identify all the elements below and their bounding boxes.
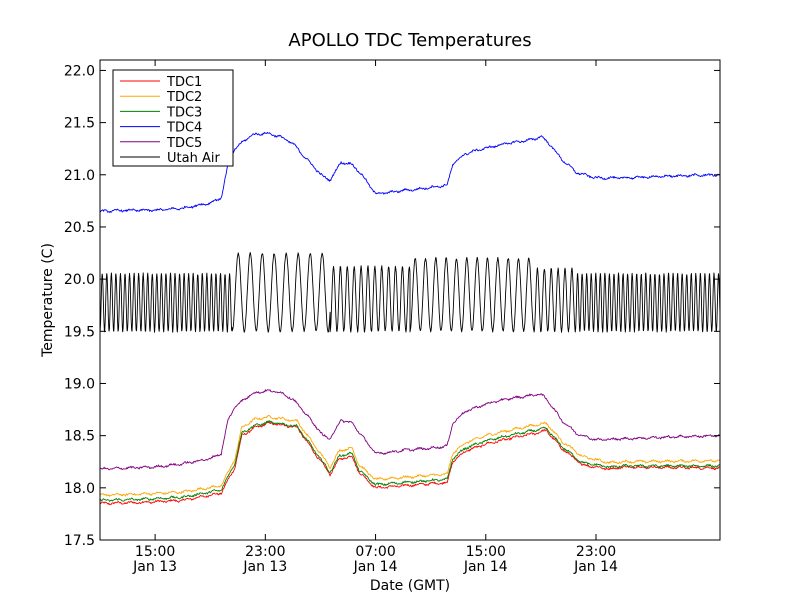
x-tick-label-time: 15:00 <box>466 544 506 560</box>
y-tick-label: 20.5 <box>64 220 95 236</box>
legend-label: Utah Air <box>167 151 220 166</box>
chart-title: APOLLO TDC Temperatures <box>288 30 531 51</box>
x-tick-label-date: Jan 14 <box>353 559 398 575</box>
y-tick-label: 17.5 <box>64 533 95 549</box>
y-tick-label: 21.5 <box>64 116 95 132</box>
y-tick-label: 21.0 <box>64 168 95 184</box>
legend-label: TDC4 <box>166 121 202 136</box>
x-tick-label-time: 15:00 <box>135 544 175 560</box>
y-axis-label: Temperature (C) <box>40 243 56 358</box>
x-tick-label-time: 23:00 <box>245 544 285 560</box>
y-tick-label: 19.0 <box>64 376 95 392</box>
series-layer <box>99 131 721 505</box>
series-line-tdc1 <box>99 421 721 505</box>
legend-label: TDC3 <box>166 105 202 120</box>
x-tick-label-time: 07:00 <box>355 544 395 560</box>
series-line-tdc5 <box>99 389 721 471</box>
x-axis-label: Date (GMT) <box>370 578 450 594</box>
axis-layer: 17.5 18.0 18.5 19.0 19.5 20.0 20.5 21.0 21.5 22.0… <box>64 60 720 575</box>
y-tick-label: 18.0 <box>64 481 95 497</box>
series-line-tdc4 <box>99 131 721 213</box>
series-line-tdc3 <box>99 420 721 502</box>
y-tick-label: 20.0 <box>64 272 95 288</box>
legend-label: TDC5 <box>166 136 202 151</box>
y-tick-label: 18.5 <box>64 429 95 445</box>
y-tick-label: 19.5 <box>64 324 95 340</box>
x-tick-label-date: Jan 13 <box>242 559 287 575</box>
x-tick-label-date: Jan 13 <box>132 559 177 575</box>
legend-label: TDC2 <box>166 90 202 105</box>
plot-frame <box>99 59 721 541</box>
y-tick-label: 22.0 <box>64 63 95 79</box>
x-tick-label-time: 23:00 <box>576 544 616 560</box>
legend-label: TDC1 <box>166 75 202 90</box>
series-line-utah-air <box>99 252 721 333</box>
x-tick-label-date: Jan 14 <box>573 559 618 575</box>
series-line-tdc2 <box>99 414 721 497</box>
legend-box <box>112 69 234 167</box>
x-tick-label-date: Jan 14 <box>463 559 508 575</box>
